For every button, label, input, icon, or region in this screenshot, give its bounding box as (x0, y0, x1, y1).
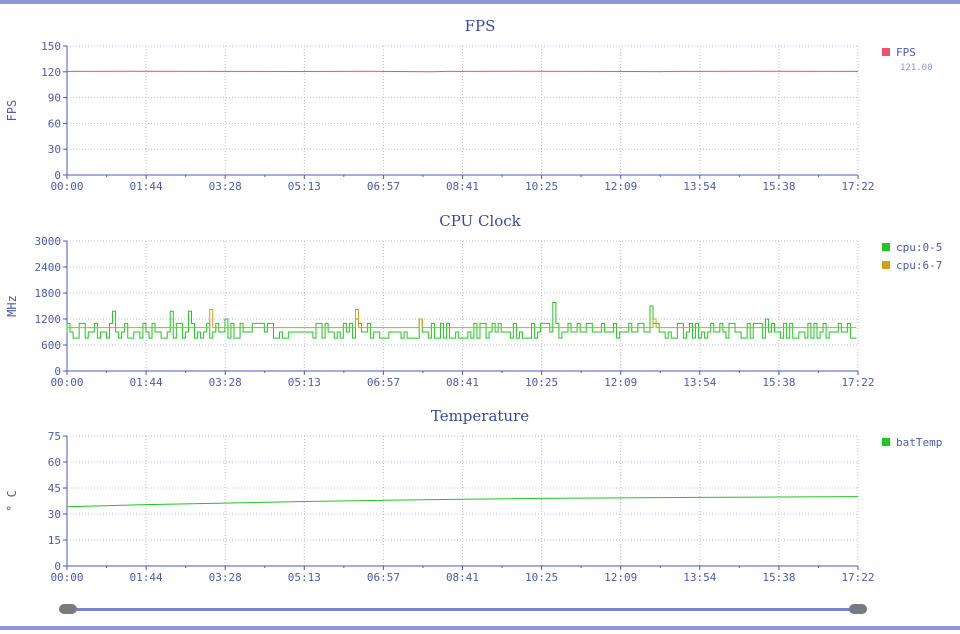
y-tick-label: 600 (41, 339, 61, 352)
x-tick-label: 05:13 (288, 180, 321, 193)
legend-value: 121.00 (900, 63, 933, 73)
legend-swatch (882, 48, 890, 56)
y-tick-label: 0 (54, 365, 61, 378)
x-tick-label: 03:28 (209, 376, 242, 389)
x-tick-label: 10:25 (525, 180, 558, 193)
x-tick-label: 00:00 (50, 376, 83, 389)
series-line-fps (66, 70, 859, 73)
x-tick-label: 15:38 (762, 376, 795, 389)
y-axis-label: ° C (5, 490, 19, 512)
legend-swatch (882, 261, 890, 269)
y-tick-label: 30 (48, 508, 61, 521)
x-tick-label: 12:09 (604, 376, 637, 389)
legend-label: cpu:6-7 (896, 259, 942, 272)
x-tick-label: 01:44 (130, 180, 163, 193)
legend-label: FPS (896, 46, 916, 59)
time-range-end-handle[interactable] (849, 604, 867, 614)
legend-swatch (882, 243, 890, 251)
x-tick-label: 06:57 (367, 376, 400, 389)
y-tick-label: 15 (48, 534, 61, 547)
x-tick-label: 12:09 (604, 571, 637, 584)
x-tick-label: 12:09 (604, 180, 637, 193)
x-tick-label: 17:22 (841, 180, 874, 193)
x-tick-label: 03:28 (209, 571, 242, 584)
x-tick-label: 15:38 (762, 571, 795, 584)
x-tick-label: 13:54 (683, 180, 716, 193)
y-tick-label: 120 (41, 66, 61, 79)
x-tick-label: 08:41 (446, 571, 479, 584)
y-tick-label: 75 (48, 430, 61, 443)
x-tick-label: 06:57 (367, 571, 400, 584)
x-tick-label: 00:00 (50, 571, 83, 584)
series-line-cpu-0-5 (66, 302, 857, 339)
y-tick-label: 30 (48, 143, 61, 156)
time-range-start-handle[interactable] (59, 604, 77, 614)
y-tick-label: 1200 (35, 313, 62, 326)
y-tick-label: 45 (48, 482, 61, 495)
x-tick-label: 17:22 (841, 571, 874, 584)
y-tick-label: 60 (48, 456, 61, 469)
x-tick-label: 10:25 (525, 376, 558, 389)
y-tick-label: 150 (41, 40, 61, 53)
x-tick-label: 13:54 (683, 571, 716, 584)
y-tick-label: 0 (54, 560, 61, 573)
x-tick-label: 05:13 (288, 376, 321, 389)
x-tick-label: 08:41 (446, 180, 479, 193)
y-tick-label: 60 (48, 117, 61, 130)
series-line-cpu-6-7 (67, 308, 857, 329)
y-tick-label: 2400 (35, 261, 62, 274)
y-tick-label: 0 (54, 169, 61, 182)
y-axis-label: FPS (5, 100, 19, 122)
x-tick-label: 13:54 (683, 376, 716, 389)
chart-title: FPS (465, 17, 496, 35)
x-tick-label: 01:44 (130, 571, 163, 584)
x-tick-label: 06:57 (367, 180, 400, 193)
chart-title: CPU Clock (439, 212, 521, 230)
legend-label: cpu:0-5 (896, 241, 942, 254)
y-tick-label: 3000 (35, 235, 62, 248)
x-tick-label: 05:13 (288, 571, 321, 584)
x-tick-label: 08:41 (446, 376, 479, 389)
x-tick-label: 03:28 (209, 180, 242, 193)
x-tick-label: 17:22 (841, 376, 874, 389)
x-tick-label: 01:44 (130, 376, 163, 389)
legend-swatch (882, 438, 890, 446)
x-tick-label: 00:00 (50, 180, 83, 193)
x-tick-label: 10:25 (525, 571, 558, 584)
y-axis-label: MHz (5, 295, 19, 317)
series-line-battemp (66, 496, 859, 508)
y-tick-label: 90 (48, 92, 61, 105)
legend-label: batTemp (896, 436, 942, 449)
chart-title: Temperature (431, 407, 529, 425)
time-range-slider-track[interactable] (68, 608, 858, 611)
y-tick-label: 1800 (35, 287, 62, 300)
x-tick-label: 15:38 (762, 180, 795, 193)
